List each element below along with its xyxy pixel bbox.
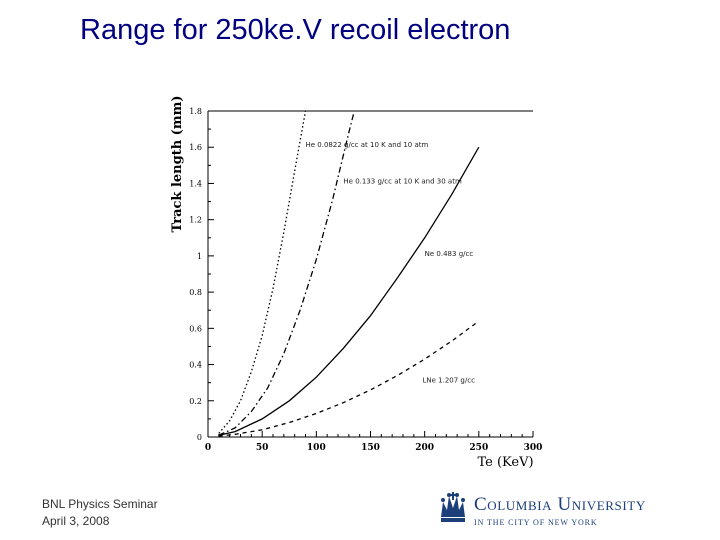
logo-wordmark: Columbia University bbox=[474, 494, 646, 515]
curve-annotation-1: He 0.0822 g/cc at 10 K and 10 atm bbox=[306, 141, 429, 149]
footer-date: April 3, 2008 bbox=[42, 514, 110, 528]
x-tick-label: 0 bbox=[205, 443, 211, 453]
y-tick-label: 0.4 bbox=[189, 361, 202, 370]
x-tick-label: 100 bbox=[307, 443, 326, 453]
curve-annotation-3: Ne 0.483 g/cc bbox=[425, 250, 474, 258]
y-axis-label: Track length (mm) bbox=[170, 96, 185, 233]
crown-icon bbox=[441, 492, 465, 522]
track-length-chart: 0 50 100 150 200 250 300 0 0.2 0.4 0.6 0.8 1 1.2 1.4 1.… bbox=[170, 96, 543, 471]
y-tick-label: 0.8 bbox=[189, 288, 202, 297]
x-tick-label: 150 bbox=[361, 443, 380, 453]
y-tick-label: 1.4 bbox=[189, 179, 202, 188]
x-tick-label: 250 bbox=[469, 443, 488, 453]
slide-title: Range for 250ke.V recoil electron bbox=[80, 14, 511, 46]
series-line-1 bbox=[218, 110, 307, 434]
footer-seminar: BNL Physics Seminar bbox=[42, 497, 158, 511]
logo-tagline: IN THE CITY OF NEW YORK bbox=[474, 518, 598, 527]
y-tick-label: 1.2 bbox=[189, 216, 202, 225]
slide-footer: BNL Physics Seminar April 3, 2008 bbox=[42, 496, 158, 530]
y-tick-label: 1.8 bbox=[189, 107, 202, 116]
series-line-2 bbox=[218, 110, 355, 436]
x-tick-label: 50 bbox=[256, 443, 269, 453]
y-tick-label: 1.6 bbox=[189, 143, 202, 152]
series-line-4 bbox=[218, 320, 480, 437]
series-line-3 bbox=[218, 146, 480, 436]
y-tick-label: 0.6 bbox=[189, 324, 202, 333]
columbia-logo: Columbia University IN THE CITY OF NEW Y… bbox=[438, 492, 688, 528]
x-tick-label: 200 bbox=[415, 443, 434, 453]
y-tick-label: 0.2 bbox=[189, 397, 202, 406]
curve-annotation-2: He 0.133 g/cc at 10 K and 30 atm bbox=[343, 177, 462, 185]
y-tick-label: 0 bbox=[197, 433, 202, 442]
y-tick-label: 1 bbox=[197, 252, 202, 261]
curve-annotation-4: LNe 1.207 g/cc bbox=[423, 377, 476, 385]
x-axis-label: Te (KeV) bbox=[477, 455, 533, 470]
x-tick-label: 300 bbox=[524, 443, 543, 453]
